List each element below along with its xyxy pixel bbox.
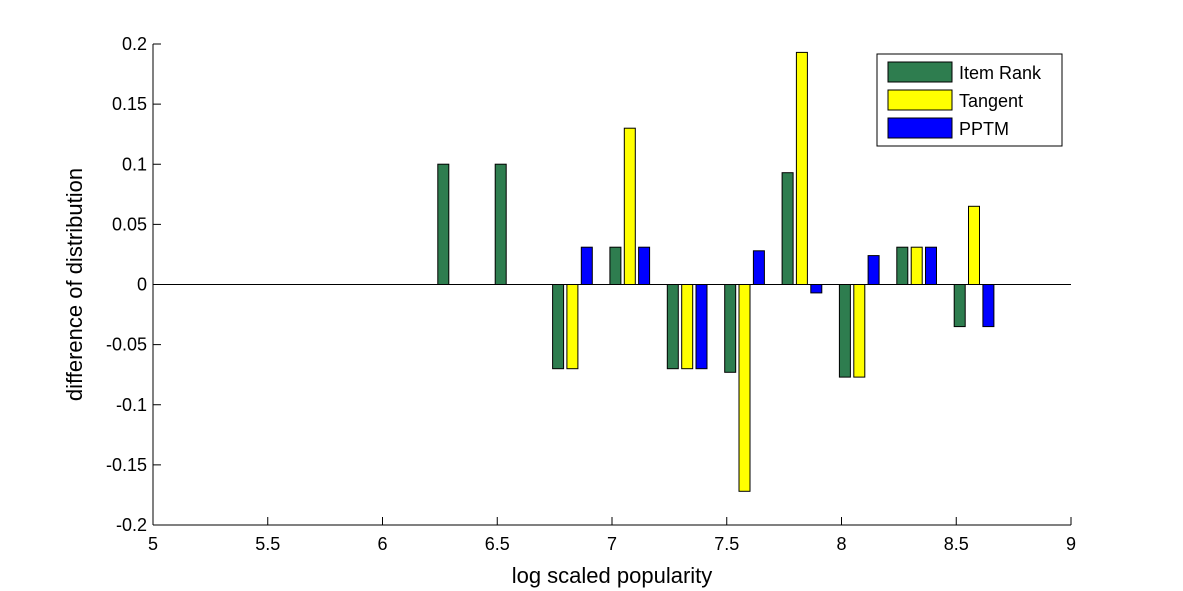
bar-pptm-3 xyxy=(638,246,651,285)
legend-swatch-item-rank xyxy=(887,61,953,83)
legend-label: Tangent xyxy=(959,91,1023,111)
bar-item-rank-7 xyxy=(838,284,851,378)
bar-item-rank-6 xyxy=(781,172,794,285)
bar-item-rank-2 xyxy=(552,284,565,370)
bar-tangent-8 xyxy=(910,246,923,285)
bar-tangent-9 xyxy=(968,205,980,285)
y-tick-label: 0 xyxy=(137,275,147,295)
bar-item-rank-8 xyxy=(896,246,909,285)
legend-swatch-tangent xyxy=(887,89,953,111)
bar-item-rank-5 xyxy=(724,284,737,373)
x-tick-label: 6.5 xyxy=(485,534,510,554)
x-axis-label: log scaled popularity xyxy=(512,563,713,588)
x-tick-label: 7.5 xyxy=(714,534,739,554)
y-tick-label: 0.1 xyxy=(122,154,147,174)
bar-tangent-6 xyxy=(795,51,808,286)
legend-label: PPTM xyxy=(959,119,1009,139)
x-tick-label: 6 xyxy=(377,534,387,554)
bar-item-rank-0 xyxy=(437,163,450,285)
y-tick-label: 0.2 xyxy=(122,34,147,54)
bar-tangent-2 xyxy=(566,284,579,370)
y-tick-label: 0.15 xyxy=(112,94,147,114)
bar-pptm-4 xyxy=(695,284,708,370)
bar-pptm-5 xyxy=(752,250,765,286)
bar-pptm-8 xyxy=(925,246,937,285)
y-tick-label: -0.05 xyxy=(106,335,147,355)
bar-tangent-3 xyxy=(623,127,636,285)
y-axis-label: difference of distribution xyxy=(62,168,87,401)
x-tick-label: 9 xyxy=(1066,534,1076,554)
x-tick-label: 7 xyxy=(607,534,617,554)
bar-item-rank-9 xyxy=(953,284,966,328)
axes-layer: 5 5.5 6 6.5 7 7.5 8 8.5 9 -0.2 -0.15 -0.1 -0.05 0 0.05… xyxy=(106,34,1076,554)
y-tick-label: -0.15 xyxy=(106,455,147,475)
x-tick-label: 5.5 xyxy=(255,534,280,554)
x-tick-label: 8.5 xyxy=(944,534,969,554)
bar-pptm-2 xyxy=(580,246,593,285)
bar-tangent-5 xyxy=(738,284,751,492)
bar-pptm-6 xyxy=(810,284,823,294)
x-tick-label: 8 xyxy=(836,534,846,554)
bar-item-rank-3 xyxy=(609,246,622,285)
bar-tangent-7 xyxy=(853,284,866,378)
bar-pptm-7 xyxy=(867,255,880,286)
bar-tangent-4 xyxy=(681,284,694,370)
bar-pptm-9 xyxy=(982,284,995,328)
bar-item-rank-4 xyxy=(666,284,679,370)
x-tick-label: 5 xyxy=(148,534,158,554)
y-tick-label: 0.05 xyxy=(112,214,147,234)
legend-swatch-pptm xyxy=(887,117,953,139)
y-tick-label: -0.2 xyxy=(116,515,147,535)
legend-label: Item Rank xyxy=(959,63,1042,83)
legend: Item Rank Tangent PPTM xyxy=(876,53,1063,147)
y-tick-label: -0.1 xyxy=(116,395,147,415)
bar-item-rank-1 xyxy=(494,163,507,285)
